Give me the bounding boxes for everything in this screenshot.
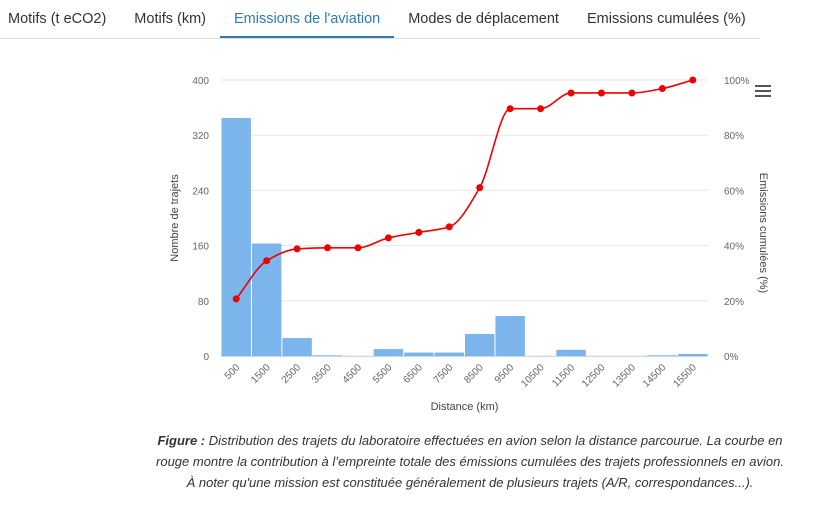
y2-tick-label: 100%: [724, 76, 750, 87]
cumulative-line: [235, 79, 693, 300]
tab-motifs-km[interactable]: Motifs (km): [134, 11, 206, 27]
x-tick-label: 5500: [371, 362, 395, 386]
x-tick-label: 2500: [280, 362, 304, 386]
cumulative-point: [324, 244, 332, 252]
figure-label: Figure :: [157, 433, 206, 448]
tab-emissions-aviation[interactable]: Emissions de l'aviation: [219, 0, 395, 38]
tab-emissions-cumulees[interactable]: Emissions cumulées (%): [586, 11, 746, 27]
cumulative-point: [658, 85, 666, 93]
y2-axis-title: Emissions cumulées (%): [757, 173, 769, 293]
cumulative-point: [506, 105, 514, 113]
cumulative-point: [567, 89, 575, 97]
bar: [434, 352, 464, 356]
cumulative-point: [537, 105, 545, 113]
bar: [556, 349, 586, 356]
bar: [647, 355, 678, 356]
x-tick-label: 4500: [341, 362, 365, 386]
cumulative-point: [384, 234, 392, 242]
x-axis-title: Distance (km): [431, 401, 499, 413]
x-tick-label: 6500: [401, 362, 425, 386]
x-tick-label: 1500: [249, 362, 273, 386]
y2-tick-label: 40%: [724, 242, 744, 253]
y-tick-label: 400: [192, 76, 209, 87]
y2-tick-label: 80%: [724, 131, 744, 142]
y-tick-label: 240: [192, 186, 209, 197]
x-tick-label: 13500: [611, 362, 639, 390]
y2-tick-label: 20%: [724, 297, 744, 308]
bar: [282, 338, 312, 356]
x-tick-label: 3500: [310, 362, 334, 386]
bar: [404, 352, 434, 356]
cumulative-point: [263, 257, 271, 265]
tab-modes-deplacement[interactable]: Modes de déplacement: [408, 11, 559, 27]
bar: [373, 349, 404, 356]
bar: [495, 315, 525, 356]
x-tick-label: 11500: [550, 362, 577, 389]
tab-motifs-teco2[interactable]: Motifs (t eCO2): [8, 11, 107, 27]
bar: [312, 355, 343, 356]
cumulative-point: [232, 295, 240, 303]
cumulative-point: [597, 89, 605, 97]
figure-caption: Figure : Distribution des trajets du lab…: [150, 430, 790, 493]
cumulative-point: [445, 223, 453, 231]
y-axis-title: Nombre de trajets: [169, 174, 181, 262]
y2-tick-label: 60%: [724, 186, 744, 197]
cumulative-point: [354, 244, 362, 252]
cumulative-point: [415, 228, 423, 236]
y-tick-label: 160: [192, 242, 209, 253]
cumulative-point: [476, 184, 484, 192]
x-tick-label: 7500: [432, 362, 456, 386]
chart: 0 80 160 240 320 400 0% 20% 40% 60% 80% 100% 500 1500…: [169, 76, 769, 413]
cumulative-point: [293, 245, 301, 253]
y2-tick-label: 0%: [724, 352, 739, 363]
bar: [678, 353, 708, 356]
bar: [221, 117, 251, 356]
bar: [465, 333, 495, 356]
x-tick-label: 10500: [519, 362, 547, 390]
y-tick-label: 80: [198, 297, 210, 308]
tab-bar: Motifs (t eCO2) Motifs (km) Emissions de…: [0, 0, 760, 39]
y-tick-label: 320: [192, 131, 209, 142]
x-tick-label: 14500: [641, 362, 669, 390]
cumulative-point: [628, 89, 636, 97]
y-tick-label: 0: [203, 352, 209, 363]
x-tick-label: 15500: [671, 362, 699, 390]
x-tick-label: 12500: [580, 362, 608, 390]
x-tick-label: 500: [223, 362, 243, 382]
x-tick-label: 8500: [462, 362, 486, 386]
hamburger-menu-icon[interactable]: [754, 82, 772, 98]
caption-text: Distribution des trajets du laboratoire …: [156, 433, 784, 490]
x-tick-label: 9500: [493, 362, 517, 386]
cumulative-point: [689, 76, 697, 84]
